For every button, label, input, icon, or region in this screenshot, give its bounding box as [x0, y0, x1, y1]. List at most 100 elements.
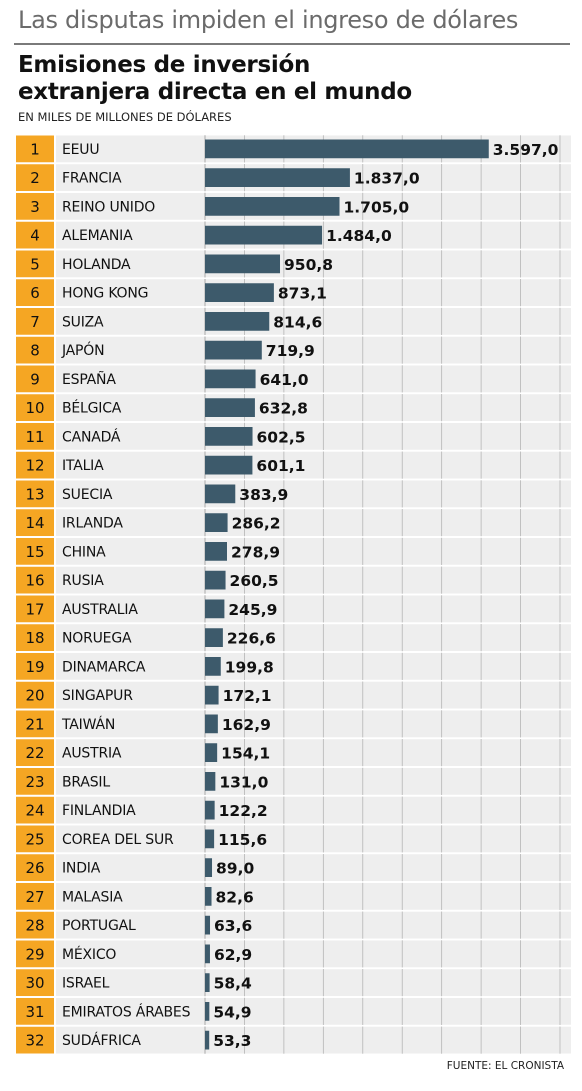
rank-label: 30	[25, 974, 44, 992]
row-background	[56, 825, 571, 853]
row-background	[56, 250, 571, 278]
rank-cell	[16, 221, 54, 249]
bar	[205, 714, 218, 734]
category-label: COREA DEL SUR	[62, 832, 174, 848]
rank-label: 15	[25, 543, 44, 561]
chart-title-line-2: extranjera directa en el mundo	[18, 79, 412, 105]
bar	[205, 800, 215, 820]
rank-cell	[16, 595, 54, 623]
row-background	[56, 394, 571, 421]
chart-title: Emisiones de inversión extranjera direct…	[18, 52, 412, 106]
value-label: 199,8	[225, 658, 274, 676]
category-label: PORTUGAL	[62, 918, 136, 934]
rank-cell	[16, 681, 54, 709]
value-label: 1.837,0	[354, 170, 420, 188]
rank-label: 17	[25, 600, 44, 618]
row-background	[56, 653, 571, 680]
row-background	[56, 336, 571, 364]
rank-label: 12	[25, 457, 44, 475]
bar	[205, 168, 350, 187]
category-label: DINAMARCA	[62, 659, 146, 675]
category-label: EMIRATOS ÁRABES	[62, 1003, 191, 1020]
bar	[205, 283, 274, 302]
row-background	[56, 365, 571, 393]
rank-cell	[16, 796, 54, 824]
bar	[205, 743, 218, 762]
row-background	[56, 509, 571, 536]
rank-label: 29	[25, 945, 44, 963]
value-label: 719,9	[266, 342, 315, 360]
value-label: 82,6	[216, 888, 254, 906]
value-label: 54,9	[213, 1003, 251, 1021]
row-background	[56, 1026, 571, 1054]
value-label: 162,9	[222, 716, 271, 734]
bar	[205, 369, 256, 389]
bar	[205, 628, 223, 647]
rank-label: 11	[25, 428, 44, 446]
category-label: HOLANDA	[62, 257, 131, 273]
category-label: SINGAPUR	[62, 688, 133, 704]
row-background	[56, 595, 571, 623]
kicker-divider	[14, 43, 570, 45]
value-label: 115,6	[218, 831, 267, 849]
rank-cell	[16, 423, 54, 450]
rank-cell	[16, 854, 54, 881]
chart-title-line-1: Emisiones de inversión	[18, 52, 311, 78]
row-background	[56, 710, 571, 738]
category-label: IRLANDA	[62, 516, 123, 532]
rank-cell	[16, 250, 54, 278]
rank-cell	[16, 710, 54, 738]
value-label: 62,9	[214, 946, 252, 964]
category-label: RUSIA	[62, 573, 104, 589]
row-background	[56, 854, 571, 881]
category-label: ITALIA	[62, 458, 104, 474]
category-label: NORUEGA	[62, 631, 132, 647]
category-label: CHINA	[62, 544, 106, 560]
category-label: BRASIL	[62, 774, 110, 790]
value-label: 122,2	[219, 802, 268, 820]
bar	[205, 772, 216, 791]
value-label: 278,9	[231, 543, 280, 561]
rank-label: 22	[25, 744, 44, 762]
value-label: 383,9	[239, 486, 288, 504]
bar	[205, 599, 225, 619]
category-label: JAPÓN	[61, 341, 104, 359]
rank-label: 13	[25, 485, 44, 503]
value-label: 602,5	[257, 428, 306, 446]
rank-cell	[16, 911, 54, 939]
bar	[205, 570, 226, 590]
category-label: ISRAEL	[62, 976, 110, 992]
row-background	[56, 538, 571, 565]
source-note: FUENTE: EL CRONISTA	[446, 1060, 564, 1072]
value-label: 1.705,0	[344, 198, 410, 216]
rank-label: 4	[30, 227, 40, 245]
value-label: 641,0	[260, 371, 309, 389]
rank-cell	[16, 336, 54, 364]
value-label: 950,8	[284, 256, 333, 274]
rank-label: 20	[25, 687, 44, 705]
value-label: 131,0	[219, 773, 268, 791]
rank-label: 27	[25, 888, 44, 906]
bar	[205, 542, 228, 561]
value-label: 632,8	[259, 400, 308, 418]
rank-cell	[16, 365, 54, 393]
bar	[205, 312, 270, 331]
row-background	[56, 796, 571, 824]
category-label: HONG KONG	[62, 286, 148, 302]
rank-label: 28	[25, 917, 44, 935]
row-background	[56, 998, 571, 1025]
category-label: SUIZA	[62, 314, 104, 330]
category-label: BÉLGICA	[62, 400, 122, 417]
rank-cell	[16, 480, 54, 508]
value-label: 260,5	[230, 572, 279, 590]
rank-label: 3	[30, 198, 40, 216]
row-background	[56, 969, 571, 996]
category-label: ESPAÑA	[62, 371, 116, 388]
rank-cell	[16, 998, 54, 1025]
value-label: 58,4	[214, 975, 252, 993]
bar	[205, 197, 340, 216]
rank-label: 1	[30, 140, 40, 158]
row-background	[56, 480, 571, 508]
rank-cell	[16, 825, 54, 853]
